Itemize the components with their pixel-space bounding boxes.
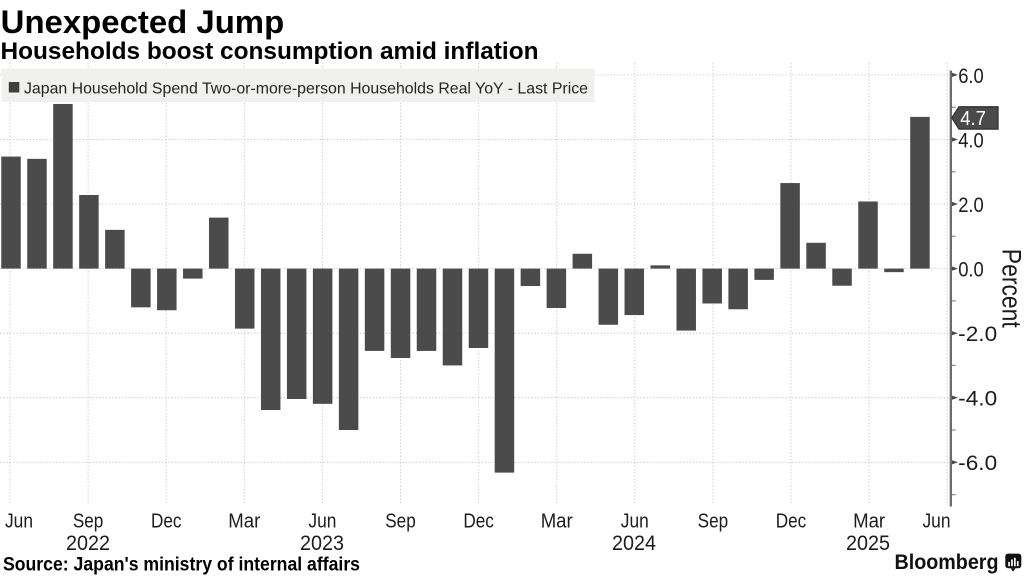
svg-text:-2.0: -2.0 xyxy=(958,322,997,346)
svg-text:Percent: Percent xyxy=(996,249,1024,328)
svg-text:Unexpected Jump: Unexpected Jump xyxy=(1,4,285,40)
svg-text:Sep: Sep xyxy=(385,510,416,533)
svg-text:Bloomberg: Bloomberg xyxy=(895,551,999,574)
svg-text:Mar: Mar xyxy=(541,510,573,533)
svg-text:Mar: Mar xyxy=(853,510,885,533)
svg-text:Sep: Sep xyxy=(73,510,104,533)
svg-text:Japan Household Spend Two-or-m: Japan Household Spend Two-or-more-person… xyxy=(24,80,588,97)
svg-text:Jun: Jun xyxy=(923,510,951,533)
svg-text:-4.0: -4.0 xyxy=(958,387,997,411)
svg-text:2025: 2025 xyxy=(846,532,890,555)
svg-text:Sep: Sep xyxy=(698,510,729,533)
svg-text:6.0: 6.0 xyxy=(958,64,984,88)
svg-text:4.0: 4.0 xyxy=(958,128,984,152)
svg-text:2023: 2023 xyxy=(300,532,344,555)
svg-text:Jun: Jun xyxy=(621,510,649,533)
svg-text:Jun: Jun xyxy=(308,510,336,533)
svg-text:2024: 2024 xyxy=(612,532,656,555)
svg-text:2.0: 2.0 xyxy=(958,193,984,217)
svg-text:2022: 2022 xyxy=(66,532,110,555)
svg-text:Dec: Dec xyxy=(776,510,807,533)
svg-text:4.7: 4.7 xyxy=(960,107,986,130)
svg-text:Jun: Jun xyxy=(5,510,33,533)
svg-text:Source: Japan's ministry of in: Source: Japan's ministry of internal aff… xyxy=(3,554,360,576)
svg-text:Dec: Dec xyxy=(463,510,494,533)
svg-text:0.0: 0.0 xyxy=(958,258,984,282)
svg-text:-6.0: -6.0 xyxy=(958,451,997,475)
svg-text:Dec: Dec xyxy=(151,510,182,533)
svg-text:Households boost consumption a: Households boost consumption amid inflat… xyxy=(1,38,539,65)
svg-text:Mar: Mar xyxy=(228,510,260,533)
